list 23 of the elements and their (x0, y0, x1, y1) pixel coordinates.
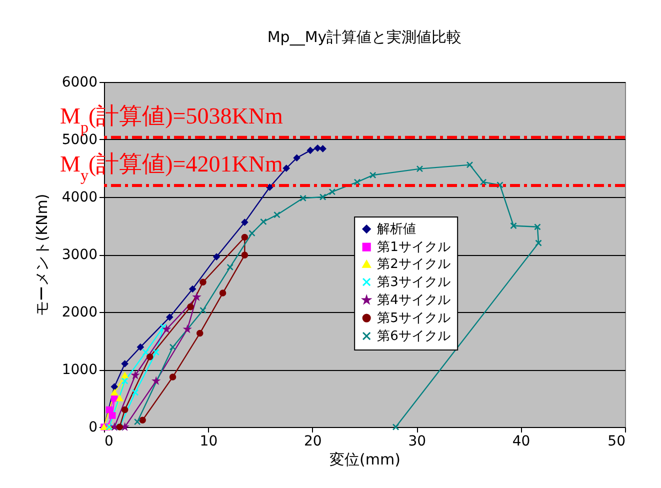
y-tick-label: 1000 (62, 362, 98, 378)
y-tick-label: 5000 (62, 132, 98, 148)
x-tick-label: 50 (608, 434, 626, 450)
x-tick-label: 40 (512, 434, 530, 450)
x-tick-label: 10 (200, 434, 218, 450)
y-tick-label: 0 (88, 420, 98, 436)
legend-label: 第6サイクル (377, 329, 450, 344)
y-tick-label: 4000 (62, 190, 98, 206)
legend-label: 解析値 (377, 222, 416, 238)
y-tick-label: 6000 (62, 74, 98, 90)
legend-label: 第2サイクル (377, 257, 450, 272)
x-axis-title: 変位(mm) (330, 450, 400, 468)
chart-title: Mp__My計算値と実測値比較 (267, 28, 462, 46)
legend-label: 第5サイクル (377, 311, 450, 326)
y-axis-title: モーメント(KNm) (32, 194, 51, 316)
legend-label: 第3サイクル (377, 275, 450, 290)
x-tick-label: 30 (408, 434, 426, 450)
y-tick-label: 3000 (62, 247, 98, 263)
x-tick-label: 20 (304, 434, 322, 450)
legend-label: 第4サイクル (377, 293, 450, 308)
legend-label: 第1サイクル (377, 240, 450, 256)
x-tick-label: 0 (104, 434, 114, 450)
y-tick-label: 2000 (62, 304, 98, 320)
